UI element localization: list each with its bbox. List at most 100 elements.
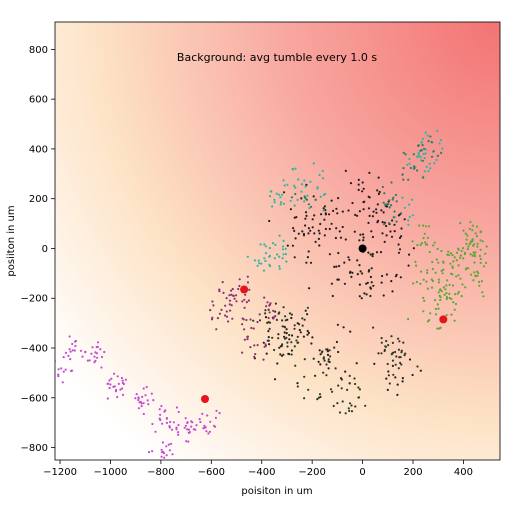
data-point [282, 353, 285, 356]
data-point [292, 227, 295, 230]
data-point [57, 373, 60, 376]
data-point [392, 373, 395, 376]
data-point [424, 131, 427, 134]
data-point [393, 223, 396, 226]
data-point [258, 319, 262, 322]
data-point [355, 362, 358, 365]
data-point [186, 421, 189, 424]
data-point [417, 154, 420, 157]
data-point [395, 355, 398, 358]
data-point [372, 210, 375, 213]
data-point [348, 382, 351, 385]
data-point [438, 289, 442, 292]
data-point [402, 167, 405, 170]
data-point [109, 383, 112, 386]
data-point [480, 280, 483, 283]
x-tick-label: −1200 [43, 467, 77, 478]
data-point [354, 405, 357, 408]
data-point [385, 224, 388, 228]
data-point [397, 251, 401, 254]
data-point [278, 346, 281, 349]
data-point [57, 368, 60, 371]
data-point [477, 272, 480, 275]
data-point [370, 267, 373, 270]
highlight-markers [201, 244, 448, 403]
data-point [471, 229, 474, 232]
data-point [362, 208, 365, 211]
y-tick-label: −400 [21, 344, 48, 355]
data-point [288, 353, 291, 356]
data-point [51, 361, 53, 363]
data-point [231, 317, 234, 320]
y-tick-label: −600 [21, 393, 48, 404]
data-point [308, 287, 311, 290]
data-point [207, 432, 210, 435]
data-point [419, 369, 422, 372]
data-point [333, 265, 336, 268]
data-point [416, 244, 419, 247]
data-point [281, 248, 285, 251]
x-tick-label: 400 [454, 467, 473, 478]
data-point [163, 410, 166, 413]
data-point [294, 192, 297, 196]
data-point [449, 262, 452, 265]
data-point [230, 289, 233, 292]
data-point [448, 292, 451, 295]
data-point [268, 219, 271, 223]
data-point [319, 353, 322, 356]
data-point [424, 243, 427, 246]
data-point [390, 181, 393, 184]
data-point [344, 169, 347, 172]
x-tick-label: −200 [298, 467, 325, 478]
data-point [476, 245, 479, 248]
data-point [443, 293, 446, 296]
data-point [394, 193, 397, 197]
data-point [380, 337, 383, 340]
data-point [338, 411, 342, 414]
data-point [307, 232, 310, 235]
data-point [272, 317, 275, 320]
data-point [204, 426, 207, 429]
data-point [243, 306, 246, 309]
data-point [147, 403, 150, 406]
data-point [337, 251, 340, 255]
data-point [304, 217, 307, 220]
data-point [190, 425, 193, 428]
y-tick-label: 600 [29, 95, 48, 106]
data-point [402, 341, 405, 344]
data-point [438, 327, 441, 330]
data-point [474, 232, 477, 235]
data-point [460, 295, 463, 298]
data-point [368, 214, 371, 217]
data-point [432, 244, 435, 247]
data-point [328, 253, 331, 256]
data-point [335, 265, 338, 268]
data-point [358, 239, 361, 242]
data-point [278, 311, 281, 314]
data-point [407, 264, 410, 267]
data-point [307, 388, 310, 391]
data-point [400, 363, 403, 366]
data-point [391, 198, 394, 201]
data-point [348, 409, 351, 412]
data-point [304, 309, 307, 312]
data-point [392, 196, 395, 199]
x-tick-label: −600 [198, 467, 225, 478]
data-point [459, 277, 462, 280]
data-point [412, 165, 416, 168]
data-point [382, 211, 385, 214]
data-point [427, 140, 430, 143]
data-point [96, 341, 100, 344]
data-point [318, 244, 321, 247]
data-point [96, 345, 99, 349]
data-point [278, 265, 281, 268]
data-point [394, 350, 397, 354]
data-point [368, 269, 371, 272]
data-point [286, 183, 289, 186]
data-point [177, 423, 180, 427]
data-point [234, 294, 238, 297]
data-point [279, 203, 282, 206]
data-point [407, 178, 410, 181]
data-point [356, 273, 359, 276]
data-point [156, 464, 158, 466]
